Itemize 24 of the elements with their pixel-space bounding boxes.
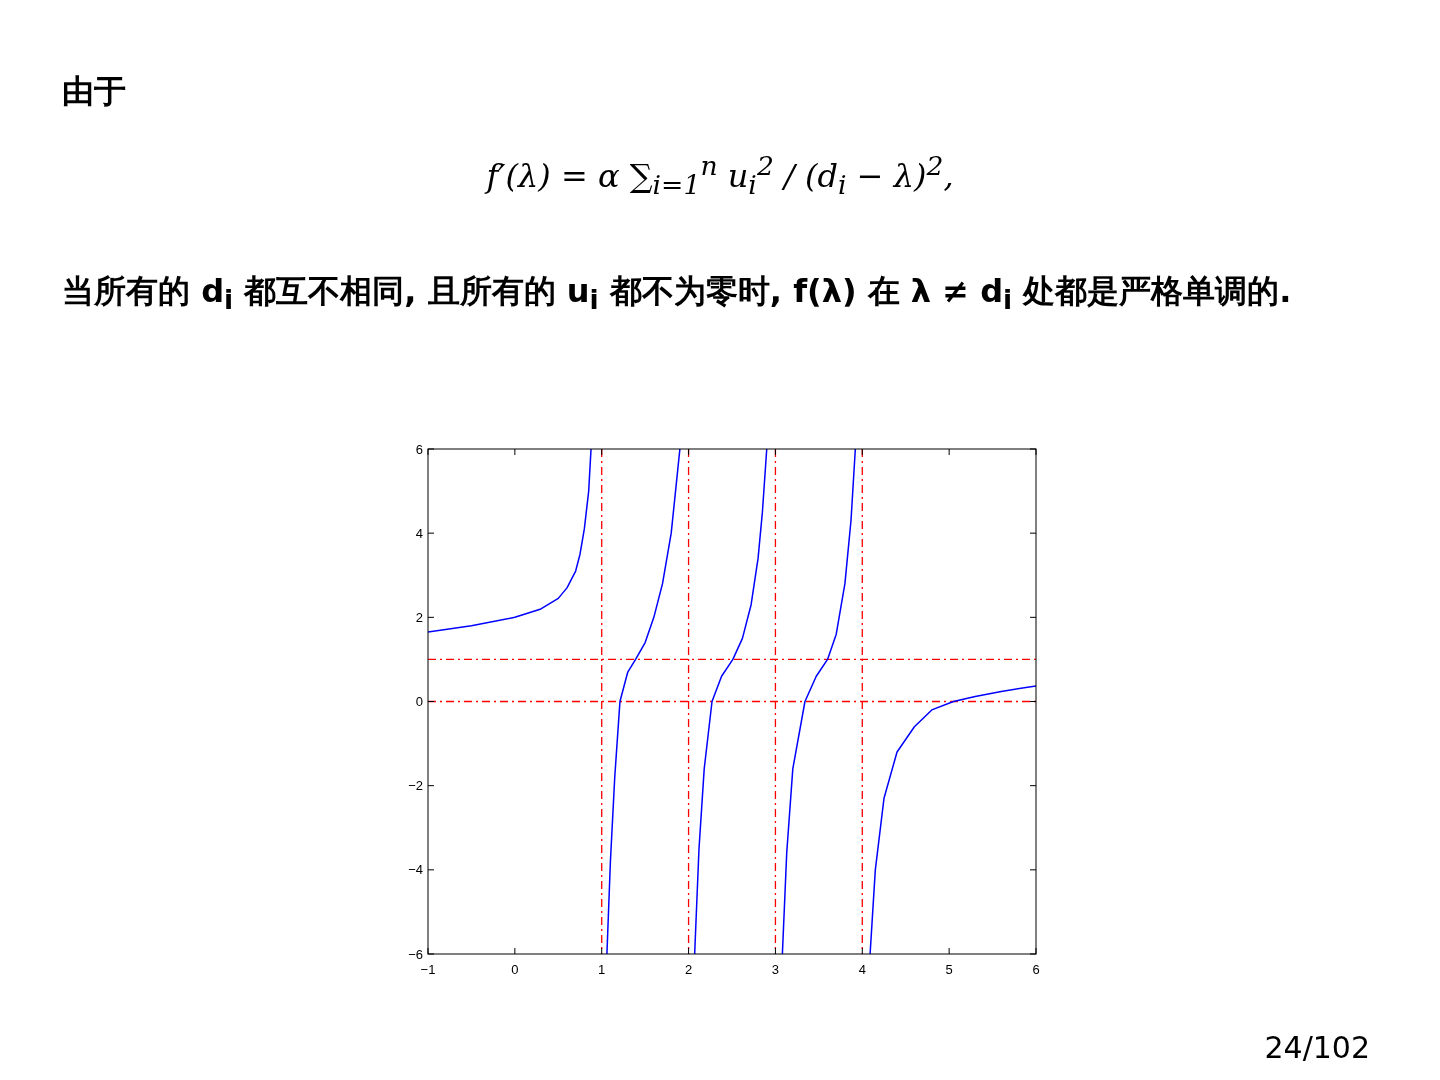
line-series bbox=[693, 449, 768, 954]
text: f′(λ) = α ∑$_{i=1}$$^{n}$ u$_{i}$$^{2}$ / (d$_{i}$ − λ)$^{2}$, bbox=[486, 150, 954, 201]
y-tick-label: −2 bbox=[408, 778, 423, 794]
x-tick-label: 6 bbox=[1032, 962, 1040, 977]
x-tick-label: 2 bbox=[684, 962, 693, 977]
line-series bbox=[606, 449, 681, 954]
x-tick-label: 5 bbox=[945, 962, 953, 977]
line-series bbox=[781, 449, 857, 954]
line-series bbox=[428, 449, 592, 633]
line-series bbox=[869, 685, 1036, 954]
y-tick-label: −6 bbox=[408, 946, 423, 962]
text: 24/102 bbox=[1264, 1030, 1370, 1065]
x-tick-label: 1 bbox=[598, 962, 606, 977]
x-tick-label: −1 bbox=[420, 962, 436, 977]
y-tick-label: −4 bbox=[408, 862, 423, 878]
x-tick-label: 0 bbox=[511, 962, 519, 977]
x-tick-label: 3 bbox=[771, 962, 780, 977]
y-tick-label: 0 bbox=[415, 694, 423, 710]
y-tick-label: 6 bbox=[415, 441, 423, 457]
text: 由于 bbox=[62, 71, 126, 112]
y-tick-label: 4 bbox=[415, 525, 423, 541]
text: 当所有的 d$_{i}$ 都互不相同, 且所有的 u$_{i}$ 都不为零时, f(λ) 在 λ ≠ d$_{i}$ 处都是严格单调的. bbox=[62, 271, 1293, 318]
y-tick-label: 2 bbox=[415, 609, 423, 625]
x-tick-label: 4 bbox=[858, 962, 866, 977]
